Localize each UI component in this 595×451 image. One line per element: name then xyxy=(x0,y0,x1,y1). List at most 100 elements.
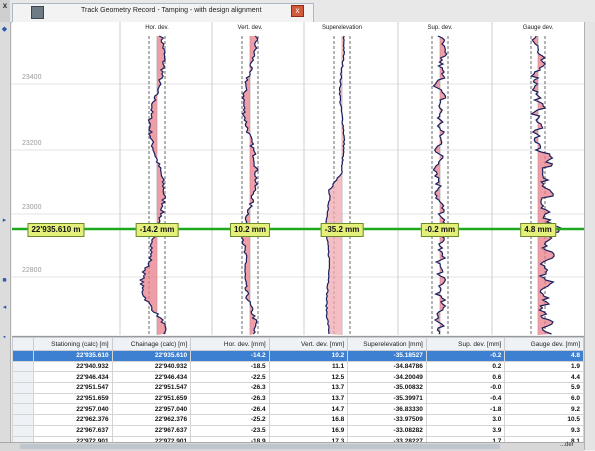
window-titlebar: x Track Geometry Record - Tamping - with… xyxy=(0,0,595,23)
table-cell: -22.5 xyxy=(190,371,270,384)
table-cell: 22'940.932 xyxy=(33,360,113,373)
deviation-fill xyxy=(140,36,166,335)
table-cell: 22'951.659 xyxy=(111,392,192,405)
table-cell: -0.4 xyxy=(425,392,506,405)
table-row[interactable]: 22'951.547 22'951.547 -26.3 13.7 -35.00832 -0… xyxy=(12,382,584,394)
table-cell: 10.5 xyxy=(504,414,584,426)
data-table: Stationing (calc) [m] Chainage (calc) [m]… xyxy=(12,336,584,443)
deviation-fill xyxy=(241,36,258,335)
deviation-curve xyxy=(241,35,259,335)
table-cell: 22'957.040 xyxy=(111,403,192,416)
collapse-icon[interactable]: ◂ xyxy=(2,304,7,311)
table-cell: 22'951.547 xyxy=(111,382,192,394)
zoom-icon[interactable]: ■ xyxy=(2,277,7,284)
graph-canvas xyxy=(12,22,584,335)
row-selector[interactable] xyxy=(12,424,34,437)
table-cell: 22'951.659 xyxy=(33,392,113,405)
marker-icon[interactable]: ▸ xyxy=(2,217,7,224)
row-selector[interactable] xyxy=(12,382,34,394)
table-cell: -36.83330 xyxy=(347,403,427,416)
row-selector[interactable] xyxy=(12,360,34,373)
table-row[interactable]: 22'972.901 22'972.901 -18.9 17.3 -33.28227 1.… xyxy=(12,435,584,443)
deviation-fill xyxy=(325,36,345,335)
scroll-thumb[interactable] xyxy=(20,444,500,449)
track-geometry-graph[interactable]: 23400 23200 23000 22800 Hor. dev. Vert. dev.… xyxy=(12,22,584,335)
table-row[interactable]: 22'951.659 22'951.659 -26.3 13.7 -35.39971 -0… xyxy=(12,392,584,405)
y-axis-tick-label: 23400 xyxy=(22,74,42,81)
table-cell: 0.6 xyxy=(425,371,506,384)
table-cell: 4.8 xyxy=(504,350,584,362)
table-cell: 6.0 xyxy=(504,392,584,405)
row-selector[interactable] xyxy=(12,371,34,384)
cursor-value-label: 4.8 mm xyxy=(520,223,556,237)
table-cell: 22'946.434 xyxy=(111,371,192,384)
table-cell: -25.2 xyxy=(190,414,270,426)
table-cell: -18.5 xyxy=(190,360,270,373)
row-selector[interactable] xyxy=(12,392,34,405)
document-tab[interactable]: Track Geometry Record - Tamping - with d… xyxy=(12,3,314,23)
row-selector[interactable] xyxy=(12,435,34,443)
cursor-value-label: -35.2 mm xyxy=(320,223,364,237)
table-cell: -35.18527 xyxy=(347,350,427,362)
y-axis-tick-label: 22800 xyxy=(22,267,42,274)
table-cell: 5.9 xyxy=(504,382,584,394)
table-row[interactable]: 22'946.434 22'946.434 -22.5 12.5 -34.20049 0.… xyxy=(12,371,584,384)
channel-header: Gauge dev. xyxy=(522,25,554,31)
channel-header: Vert. dev. xyxy=(237,25,263,31)
table-cell: -0.0 xyxy=(425,382,506,394)
row-selector[interactable] xyxy=(12,403,34,416)
window-title: Track Geometry Record - Tamping - with d… xyxy=(81,7,262,14)
vertical-scrollbar[interactable] xyxy=(584,22,595,450)
deviation-fill xyxy=(531,36,561,335)
table-cell: -33.08282 xyxy=(347,424,427,437)
horizontal-scrollbar[interactable]: ...der xyxy=(0,442,584,451)
expand-icon[interactable]: ▪ xyxy=(3,334,6,341)
column-header[interactable]: Superelevation [mm] xyxy=(347,337,427,351)
table-row[interactable]: 22'957.040 22'957.040 -26.4 14.7 -36.83330 -1… xyxy=(12,403,584,416)
table-cell: -14.2 xyxy=(190,350,270,362)
table-cell: 13.7 xyxy=(268,392,349,405)
column-header[interactable]: Stationing (calc) [m] xyxy=(33,337,113,351)
table-header-row: Stationing (calc) [m] Chainage (calc) [m]… xyxy=(12,337,584,351)
table-cell: 22'962.376 xyxy=(111,414,192,426)
channel-header: Superelevation xyxy=(321,25,363,31)
table-cell: -26.3 xyxy=(190,392,270,405)
table-cell: 22'940.932 xyxy=(111,360,192,373)
table-cell: 9.2 xyxy=(504,403,584,416)
table-cell: 22'962.376 xyxy=(33,414,113,426)
cursor-value-label: -0.2 mm xyxy=(420,223,460,237)
table-cell: -26.3 xyxy=(190,382,270,394)
deviation-curve xyxy=(325,35,346,335)
table-cell: 12.5 xyxy=(268,371,349,384)
table-cell: 11.1 xyxy=(268,360,349,373)
table-cell: 9.3 xyxy=(504,424,584,437)
table-cell: 22'935.610 xyxy=(33,350,113,362)
table-cell: 22'957.040 xyxy=(33,403,113,416)
close-tab-button[interactable]: x xyxy=(291,5,304,17)
column-header[interactable]: Gauge dev. [mm] xyxy=(504,337,584,351)
table-cell: 14.7 xyxy=(268,403,349,416)
table-cell: -1.8 xyxy=(425,403,506,416)
column-header[interactable]: Vert. dev. [mm] xyxy=(268,337,349,351)
pin-icon[interactable]: ◆ xyxy=(1,26,8,33)
table-row[interactable]: 22'940.932 22'940.932 -18.5 11.1 -34.84786 0.… xyxy=(12,360,584,373)
table-cell: 3.0 xyxy=(425,414,506,426)
table-row[interactable]: 22'962.376 22'962.376 -25.2 16.8 -33.97509 3.… xyxy=(12,414,584,426)
cursor-value-label: -14.2 mm xyxy=(135,223,179,237)
table-row[interactable]: 22'935.610 22'935.610 -14.2 10.2 -35.18527 -0… xyxy=(12,350,584,362)
channel-header: Sup. dev. xyxy=(427,25,453,31)
table-cell: -23.5 xyxy=(190,424,270,437)
row-selector[interactable] xyxy=(12,350,34,362)
table-cell: -0.2 xyxy=(425,350,506,362)
close-pane-icon[interactable]: x xyxy=(2,1,8,10)
column-header[interactable]: Sup. dev. [mm] xyxy=(425,337,506,351)
column-header[interactable]: Chainage (calc) [m] xyxy=(111,337,192,351)
table-cell: 22'951.547 xyxy=(33,382,113,394)
row-selector[interactable] xyxy=(12,414,34,426)
table-cell: 10.2 xyxy=(268,350,349,362)
table-row[interactable]: 22'967.637 22'967.637 -23.5 16.9 -33.08282 3.… xyxy=(12,424,584,437)
deviation-curve xyxy=(432,35,448,335)
column-header[interactable]: Hor. dev. [mm] xyxy=(190,337,270,351)
table-cell: 22'946.434 xyxy=(33,371,113,384)
table-cell: 3.9 xyxy=(425,424,506,437)
